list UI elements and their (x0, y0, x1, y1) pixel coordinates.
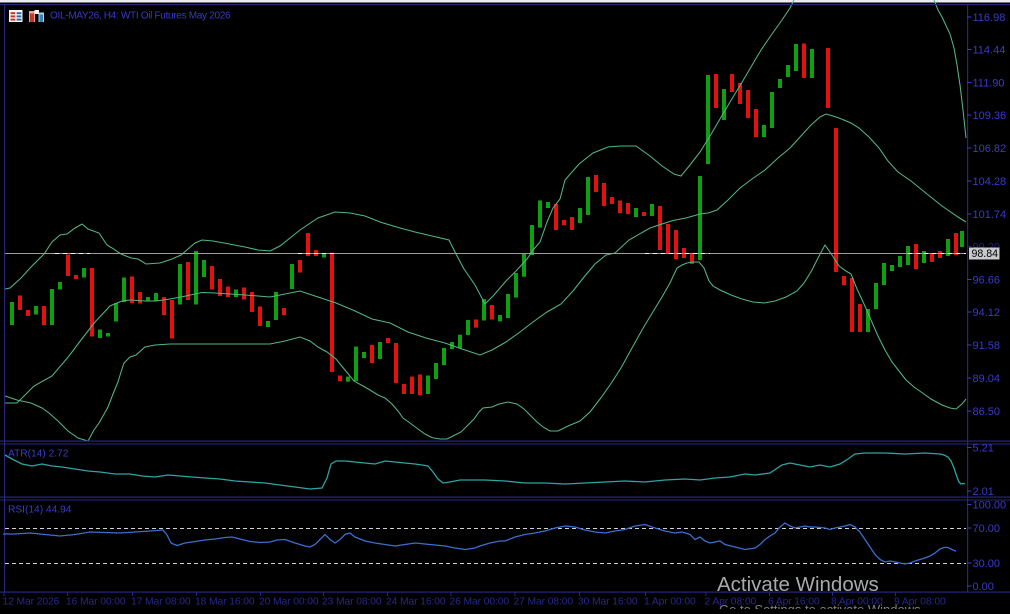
svg-text:20 Mar 00:00: 20 Mar 00:00 (259, 596, 319, 607)
svg-text:109.36: 109.36 (973, 110, 1007, 122)
svg-text:100.00: 100.00 (973, 499, 1007, 511)
svg-text:114.44: 114.44 (973, 44, 1006, 56)
svg-text:2 Apr 08:00: 2 Apr 08:00 (705, 596, 757, 607)
svg-text:89.04: 89.04 (973, 373, 1001, 385)
svg-text:17 Mar 08:00: 17 Mar 08:00 (131, 596, 191, 607)
svg-text:24 Mar 16:00: 24 Mar 16:00 (386, 596, 446, 607)
svg-text:Go to Settings to activate Win: Go to Settings to activate Windows. (719, 602, 924, 609)
svg-text:27 Mar 08:00: 27 Mar 08:00 (514, 596, 574, 607)
svg-text:Activate Windows: Activate Windows (717, 573, 879, 596)
svg-text:94.12: 94.12 (973, 307, 1001, 319)
svg-text:23 Mar 08:00: 23 Mar 08:00 (322, 596, 382, 607)
svg-text:1 Apr 00:00: 1 Apr 00:00 (644, 596, 696, 607)
svg-text:101.74: 101.74 (973, 209, 1007, 221)
svg-text:86.50: 86.50 (973, 406, 1001, 418)
svg-text:106.82: 106.82 (973, 143, 1007, 155)
svg-text:104.28: 104.28 (973, 176, 1007, 188)
svg-text:12 Mar 2026: 12 Mar 2026 (3, 596, 60, 607)
svg-text:9 Apr 08:00: 9 Apr 08:00 (894, 596, 946, 607)
svg-text:96.66: 96.66 (973, 274, 1001, 286)
svg-text:OIL-MAY26, H4: WTI Oil Future: OIL-MAY26, H4: WTI Oil Futures May 2026 (50, 11, 231, 22)
svg-text:ATR(14) 2.72: ATR(14) 2.72 (8, 449, 69, 460)
svg-text:5.21: 5.21 (973, 442, 994, 454)
svg-text:2.01: 2.01 (973, 486, 994, 498)
svg-text:18 Mar 16:00: 18 Mar 16:00 (195, 596, 255, 607)
svg-text:RSI(14) 44.94: RSI(14) 44.94 (8, 505, 72, 516)
svg-text:26 Mar 00:00: 26 Mar 00:00 (450, 596, 510, 607)
svg-text:0.00: 0.00 (973, 581, 994, 593)
svg-text:30 Mar 16:00: 30 Mar 16:00 (578, 596, 638, 607)
svg-text:98.84: 98.84 (972, 248, 999, 260)
svg-text:30.00: 30.00 (973, 558, 1001, 570)
svg-text:91.58: 91.58 (973, 340, 1001, 352)
svg-text:111.90: 111.90 (973, 77, 1005, 89)
svg-text:116.98: 116.98 (973, 12, 1006, 24)
svg-text:70.00: 70.00 (973, 523, 1001, 535)
svg-text:6 Apr 16:00: 6 Apr 16:00 (768, 596, 820, 607)
svg-text:8 Apr 00:00: 8 Apr 00:00 (831, 596, 883, 607)
svg-text:16 Mar 00:00: 16 Mar 00:00 (66, 596, 126, 607)
